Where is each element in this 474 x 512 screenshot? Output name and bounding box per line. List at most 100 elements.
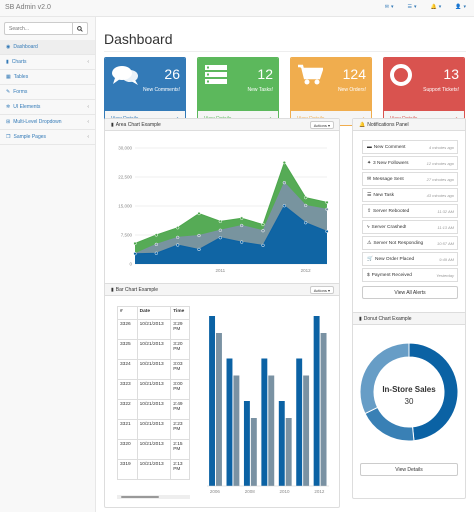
area-point: [325, 207, 329, 211]
bar-chart-icon: ▮: [111, 121, 114, 128]
notification-item[interactable]: ☰ New Task 43 minutes ago: [362, 188, 458, 202]
area-point: [133, 252, 137, 256]
area-series-0: [135, 205, 327, 264]
donut-chart: [359, 342, 459, 442]
bar: [303, 375, 310, 486]
edit-icon: ✎: [6, 89, 11, 95]
divider: [104, 51, 466, 52]
bar-chart-icon: ▮: [359, 315, 362, 322]
bar: [243, 401, 250, 486]
area-point: [197, 233, 201, 238]
area-point: [261, 229, 265, 233]
sidebar: ◉Dashboard ▮Charts‹ ▦Tables ✎Forms ✲UI E…: [0, 17, 96, 512]
table-scrollbar[interactable]: [117, 495, 190, 499]
notification-item[interactable]: ▬ New Comment 4 minutes ago: [362, 140, 458, 154]
area-point: [325, 229, 329, 234]
search-button[interactable]: [72, 23, 87, 34]
notification-item[interactable]: ✉ Message Sent 27 minutes ago: [362, 172, 458, 186]
table-row: 3321 10/21/2013 2:23 PM: [117, 419, 190, 440]
money-icon: $: [367, 272, 370, 278]
bar: [209, 316, 216, 486]
bar-actions-dropdown[interactable]: Actions ▾: [309, 286, 334, 294]
user-dropdown[interactable]: 👤 ▾: [455, 4, 466, 10]
search-input[interactable]: [5, 23, 73, 34]
bar: [278, 401, 285, 486]
chevron-left-icon: ‹: [87, 104, 89, 110]
area-actions-dropdown[interactable]: Actions ▾: [309, 121, 334, 129]
area-point: [304, 195, 308, 200]
donut-center-value: 30: [404, 397, 414, 406]
sidebar-item-multi-level[interactable]: ⊞ Multi-Level Dropdown ‹: [0, 115, 95, 130]
table-row: 3326 10/21/2013 3:29 PM: [117, 319, 190, 340]
sidebar-item-dashboard[interactable]: ◉ Dashboard: [0, 40, 95, 55]
y-tick-label: 15,000: [118, 204, 132, 209]
sitemap-icon: ⊞: [6, 119, 11, 125]
area-point: [197, 247, 201, 252]
notification-item[interactable]: ✦ 3 New Followers 12 minutes ago: [362, 156, 458, 170]
area-chart-panel: ▮ Area Chart Example Actions ▾ 30,000 22,5…: [104, 118, 340, 288]
search-icon: [77, 25, 83, 32]
area-point: [304, 221, 308, 225]
sidebar-item-sample-pages[interactable]: ❐ Sample Pages ‹: [0, 130, 95, 145]
y-tick-label: 22,500: [118, 175, 132, 180]
cart-icon: [298, 64, 323, 85]
comments-card: 26 New Comments! View Details➔: [104, 57, 186, 126]
area-point: [240, 223, 244, 228]
area-point: [282, 160, 286, 165]
search-box: [4, 22, 88, 35]
notification-item[interactable]: ϟ Server Crashed! 11:13 AM: [362, 220, 458, 234]
x-tick-label: 2012: [314, 489, 325, 494]
area-point: [176, 235, 180, 240]
bar: [313, 316, 320, 486]
main-content: Dashboard 26 New Comments! View Details➔…: [96, 17, 474, 512]
notification-item[interactable]: 🛒 New Order Placed 9:49 AM: [362, 252, 458, 266]
warning-icon: ⚠: [367, 240, 372, 246]
top-navbar: SB Admin v2.0 ✉ ▾ ☰ ▾ 🔔 ▾ 👤 ▾: [0, 0, 474, 17]
donut-view-details-button[interactable]: View Details: [360, 463, 458, 476]
view-all-alerts-button[interactable]: View All Alerts: [362, 286, 458, 299]
notifications-title: Notifications Panel: [367, 121, 409, 128]
area-point: [218, 236, 222, 240]
tasks-dropdown[interactable]: ☰ ▾: [407, 4, 417, 10]
area-point: [218, 219, 222, 224]
table-row: 3322 10/21/2013 2:49 PM: [117, 399, 190, 420]
area-chart: 30,000 22,500 15,000 7,500 0 2011 2012: [118, 146, 329, 273]
comment-icon: ▬: [367, 144, 372, 150]
brand-logo[interactable]: SB Admin v2.0: [5, 4, 51, 11]
x-tick-label: 2008: [245, 489, 256, 494]
notification-item[interactable]: $ Payment Received Yesterday: [362, 268, 458, 282]
bar-chart-panel: ▮ Bar Chart Example Actions ▾ # Date Time…: [104, 283, 340, 508]
orders-count: 124: [342, 66, 366, 82]
table-icon: ▦: [6, 74, 11, 80]
bar: [296, 358, 303, 486]
bar-chart-icon: ▮: [6, 59, 9, 65]
files-icon: ❐: [6, 134, 11, 140]
chevron-left-icon: ‹: [87, 119, 89, 125]
sidebar-item-ui-elements[interactable]: ✲ UI Elements ‹: [0, 100, 95, 115]
orders-card: 124 New Orders! View Details➔: [290, 57, 372, 126]
area-point: [240, 216, 244, 220]
sidebar-item-charts[interactable]: ▮ Charts ‹: [0, 55, 95, 70]
envelope-icon: ✉: [384, 4, 389, 10]
scrollbar-thumb[interactable]: [121, 496, 159, 498]
notification-item[interactable]: ⚠ Server Not Responding 10:57 AM: [362, 236, 458, 250]
tickets-label: Support Tickets!: [423, 87, 459, 93]
area-point: [261, 243, 265, 248]
bar: [216, 333, 222, 486]
area-series-line-2: [134, 161, 328, 244]
bar: [226, 358, 233, 486]
alerts-dropdown[interactable]: 🔔 ▾: [430, 4, 442, 10]
table-row: 3324 10/21/2013 3:03 PM: [117, 359, 190, 380]
area-point: [176, 226, 180, 230]
table-row: 3325 10/21/2013 3:20 PM: [117, 339, 190, 360]
page-title: Dashboard: [104, 31, 173, 47]
bar: [250, 418, 257, 486]
sidebar-item-tables[interactable]: ▦ Tables: [0, 70, 95, 85]
donut-slice: [359, 342, 410, 415]
sidebar-item-forms[interactable]: ✎ Forms: [0, 85, 95, 100]
messages-dropdown[interactable]: ✉ ▾: [384, 4, 394, 10]
table-header-row: # Date Time: [117, 306, 190, 320]
area-series-line-1: [134, 181, 328, 255]
notification-item[interactable]: ⇪ Server Rebooted 11:32 AM: [362, 204, 458, 218]
table-row: 3320 10/21/2013 2:15 PM: [117, 439, 190, 460]
